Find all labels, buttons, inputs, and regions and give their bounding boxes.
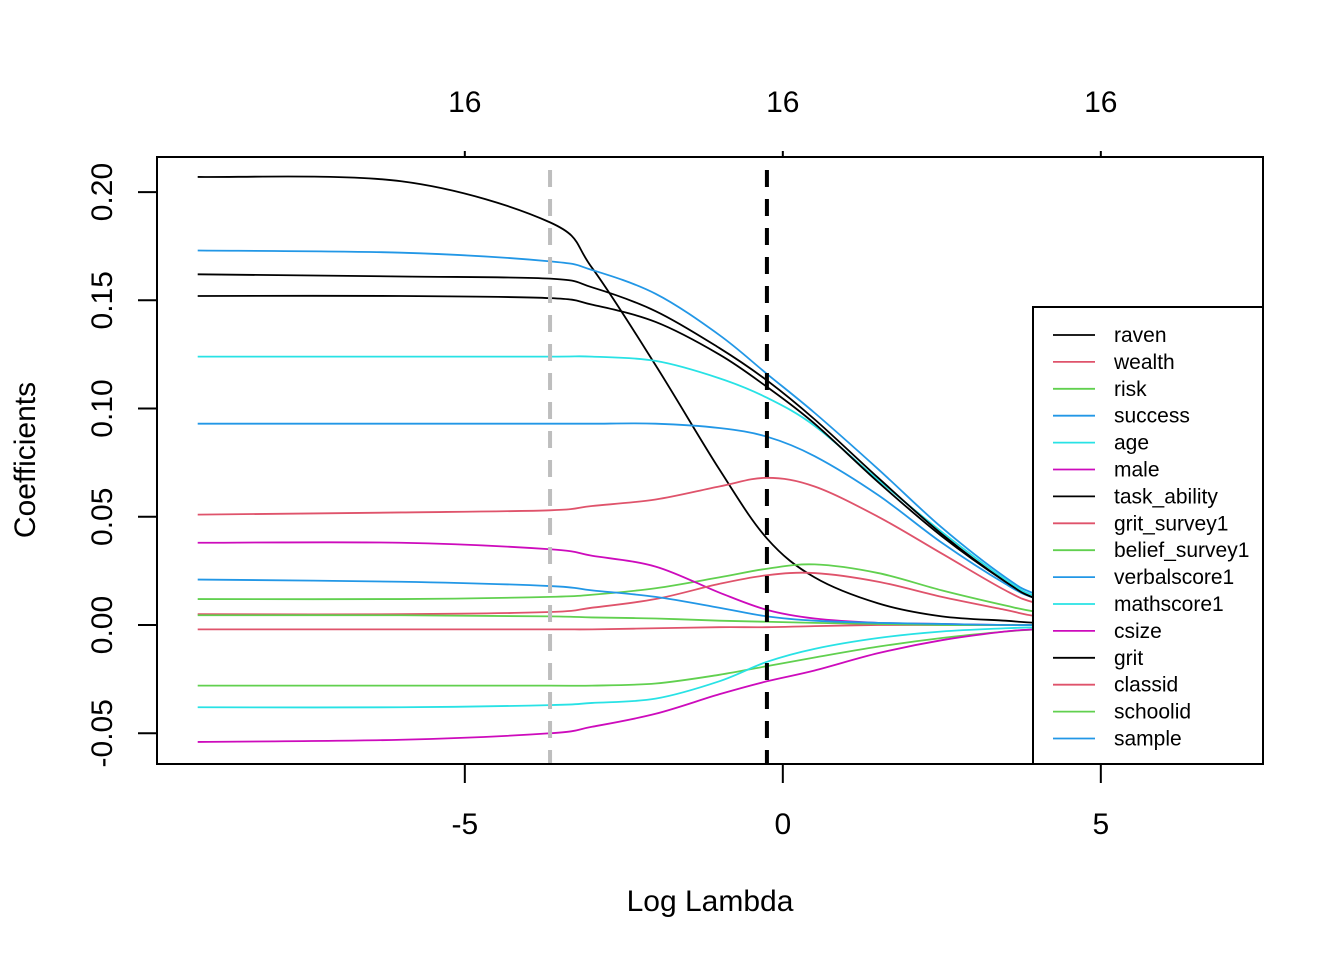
y-tick-label: -0.05 — [86, 699, 119, 767]
x-axis-label: Log Lambda — [627, 885, 794, 918]
legend-label-schoolid: schoolid — [1114, 701, 1191, 724]
legend-label-wealth: wealth — [1113, 351, 1175, 374]
top-tick-label: 16 — [766, 86, 799, 119]
legend-label-verbalscore1: verbalscore1 — [1114, 566, 1234, 589]
legend-label-mathscore1: mathscore1 — [1114, 593, 1224, 616]
y-tick-label: 0.05 — [86, 488, 119, 546]
reference-lines — [548, 170, 769, 764]
legend-label-grit_survey1: grit_survey1 — [1114, 512, 1228, 535]
legend-box — [1032, 306, 1264, 765]
y-tick-label: 0.00 — [86, 596, 119, 654]
legend-label-raven: raven — [1114, 324, 1167, 347]
y-tick-label: 0.20 — [86, 163, 119, 221]
top-tick-label: 16 — [448, 86, 481, 119]
top-tick-label: 16 — [1084, 86, 1117, 119]
y-axis-label: Coefficients — [9, 382, 42, 538]
legend-label-sample: sample — [1114, 728, 1182, 751]
y-tick-label: 0.15 — [86, 271, 119, 329]
legend-label-age: age — [1114, 432, 1149, 455]
legend-label-classid: classid — [1114, 674, 1178, 697]
legend-label-male: male — [1114, 459, 1160, 482]
x-tick-label: 0 — [774, 808, 791, 841]
y-tick-label: 0.10 — [86, 379, 119, 437]
x-tick-label: 5 — [1092, 808, 1109, 841]
plot-frame — [156, 156, 1264, 765]
legend-label-risk: risk — [1114, 378, 1147, 401]
legend-label-csize: csize — [1114, 620, 1162, 643]
legend: raven wealth risk success age male task_abilit… — [1032, 306, 1264, 765]
legend-label-grit: grit — [1114, 647, 1143, 670]
axes: -5 0 5 16 16 16 -0.05 0.00 0.05 0.10 0.15 0.20 — [86, 86, 1118, 841]
x-tick-label: -5 — [451, 808, 478, 841]
legend-label-belief_survey1: belief_survey1 — [1114, 539, 1249, 562]
legend-label-success: success — [1114, 405, 1190, 428]
legend-label-task_ability: task_ability — [1114, 485, 1218, 508]
